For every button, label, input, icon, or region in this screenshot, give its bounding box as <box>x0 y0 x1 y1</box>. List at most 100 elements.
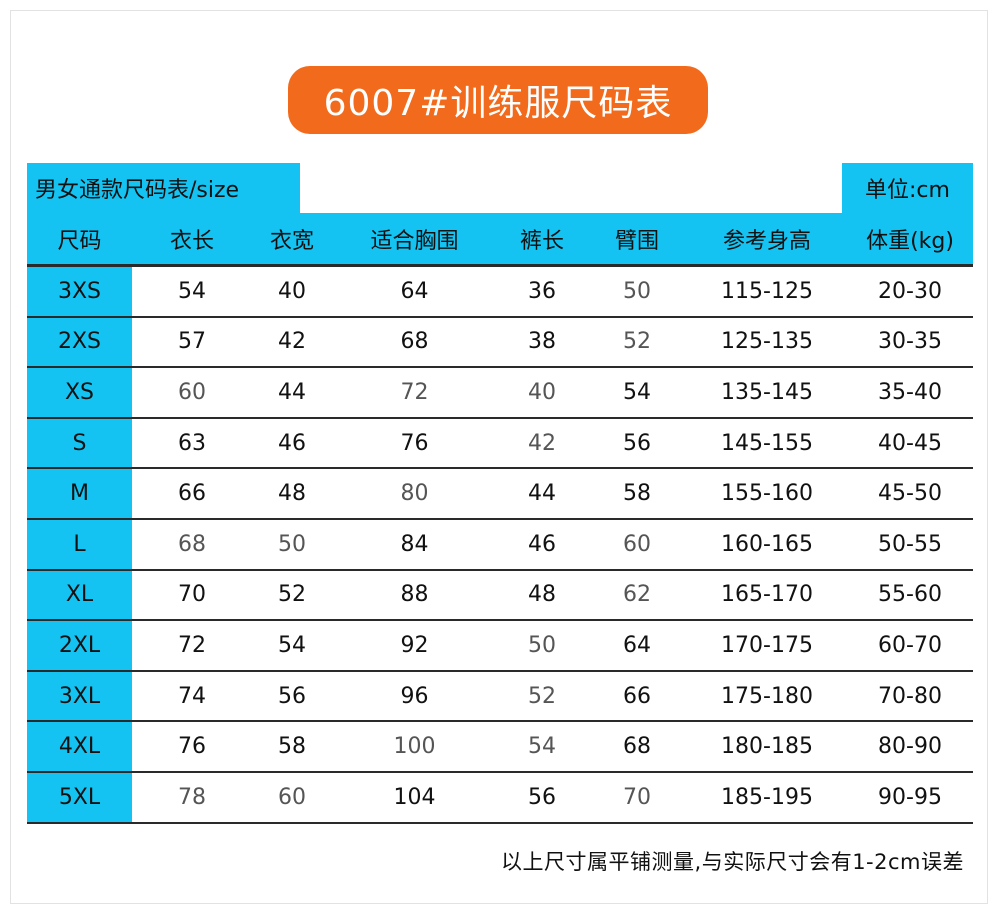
table-cell: 68 <box>623 734 651 760</box>
table-cell: 52 <box>623 329 651 355</box>
table-cell: 40 <box>278 278 306 304</box>
unit-label: 单位:cm <box>842 163 973 213</box>
table-cell: 35-40 <box>878 379 942 405</box>
table-cell: 57 <box>178 329 206 355</box>
table-cell: 68 <box>400 329 429 355</box>
table-cell: 60 <box>278 784 306 810</box>
size-label: 5XL <box>27 772 132 822</box>
table-cell: 48 <box>278 481 306 507</box>
table-row: 3XL 74 56 96 52 66 175-180 70-80 <box>27 671 973 723</box>
table-cell: 42 <box>278 329 306 355</box>
table-row: XL 70 52 88 48 62 165-170 55-60 <box>27 570 973 622</box>
column-header: 尺码 <box>57 228 102 254</box>
table-cell: 70 <box>178 582 206 608</box>
measurement-note: 以上尺寸属平铺测量,与实际尺寸会有1-2cm误差 <box>501 850 964 874</box>
table-cell: 185-195 <box>721 784 813 810</box>
table-cell: 90-95 <box>878 784 942 810</box>
table-cell: 72 <box>178 632 206 658</box>
column-header: 衣长 <box>169 228 214 254</box>
table-cell: 72 <box>400 379 429 405</box>
table-cell: 52 <box>528 683 556 709</box>
column-header: 适合胸围 <box>370 228 459 254</box>
table-cell: 104 <box>393 784 436 810</box>
table-cell: 46 <box>278 430 306 456</box>
size-label: XS <box>27 368 132 417</box>
table-row: 4XL 76 58 100 54 68 180-185 80-90 <box>27 722 973 773</box>
table-cell: 78 <box>178 784 206 810</box>
table-cell: 70-80 <box>878 683 942 709</box>
table-cell: 180-185 <box>721 734 813 760</box>
table-cell: 54 <box>278 632 306 658</box>
table-cell: 70 <box>623 784 651 810</box>
table-cell: 48 <box>528 582 556 608</box>
table-cell: 45-50 <box>878 481 942 507</box>
table-row: XS 60 44 72 40 54 135-145 35-40 <box>27 368 973 419</box>
table-cell: 100 <box>393 734 436 760</box>
table-row: L 68 50 84 46 60 160-165 50-55 <box>27 519 973 571</box>
table-cell: 145-155 <box>721 430 813 456</box>
table-cell: 84 <box>400 531 429 557</box>
table-cell: 80-90 <box>878 734 942 760</box>
table-row: 2XL 72 54 92 50 64 170-175 60-70 <box>27 621 973 672</box>
size-label: 4XL <box>27 722 132 771</box>
table-cell: 155-160 <box>721 481 813 507</box>
size-label: 3XL <box>27 671 132 721</box>
table-cell: 115-125 <box>721 278 813 304</box>
table-cell: 56 <box>528 784 556 810</box>
table-cell: 66 <box>178 481 206 507</box>
table-cell: 88 <box>400 582 429 608</box>
table-cell: 80 <box>400 481 429 507</box>
table-cell: 63 <box>178 430 206 456</box>
table-cell: 40 <box>528 379 556 405</box>
table-row: 5XL 78 60 104 56 70 185-195 90-95 <box>27 772 973 824</box>
title-banner: 6007#训练服尺码表 <box>288 66 708 134</box>
table-cell: 60 <box>623 531 651 557</box>
page-title: 6007#训练服尺码表 <box>323 83 673 124</box>
table-cell: 54 <box>623 379 651 405</box>
table-row: S 63 46 76 42 56 145-155 40-45 <box>27 418 973 470</box>
table-cell: 58 <box>623 481 651 507</box>
table-cell: 76 <box>400 430 429 456</box>
table-cell: 175-180 <box>721 683 813 709</box>
table-cell: 20-30 <box>878 278 942 304</box>
size-label: 2XL <box>27 621 132 670</box>
table-cell: 46 <box>528 531 556 557</box>
table-row: M 66 48 80 44 58 155-160 45-50 <box>27 469 973 520</box>
table-cell: 68 <box>178 531 206 557</box>
column-header: 体重(kg) <box>866 228 954 254</box>
table-cell: 66 <box>623 683 651 709</box>
table-cell: 40-45 <box>878 430 942 456</box>
size-label: 3XS <box>27 267 132 316</box>
column-header: 裤长 <box>519 228 564 254</box>
table-cell: 165-170 <box>721 582 813 608</box>
table-cell: 55-60 <box>878 582 942 608</box>
table-cell: 135-145 <box>721 379 813 405</box>
table-cell: 30-35 <box>878 329 942 355</box>
size-label: L <box>27 519 132 569</box>
table-cell: 38 <box>528 329 556 355</box>
table-row: 3XS 54 40 64 36 50 115-125 20-30 <box>27 267 973 318</box>
table-cell: 50 <box>623 278 651 304</box>
table-cell: 56 <box>623 430 651 456</box>
table-cell: 50-55 <box>878 531 942 557</box>
size-label: S <box>27 418 132 468</box>
table-cell: 170-175 <box>721 632 813 658</box>
table-cell: 160-165 <box>721 531 813 557</box>
table-cell: 58 <box>278 734 306 760</box>
table-cell: 50 <box>278 531 306 557</box>
table-cell: 64 <box>623 632 651 658</box>
table-cell: 52 <box>278 582 306 608</box>
table-cell: 62 <box>623 582 651 608</box>
size-table: 尺码 衣长 衣宽 适合胸围 裤长 臂围 参考身高 体重(kg) 3XS 54 40 6… <box>27 213 973 824</box>
table-cell: 44 <box>528 481 556 507</box>
table-cell: 42 <box>528 430 556 456</box>
column-header: 参考身高 <box>722 228 811 254</box>
table-row: 2XS 57 42 68 38 52 125-135 30-35 <box>27 317 973 369</box>
table-cell: 44 <box>278 379 306 405</box>
table-cell: 36 <box>528 278 556 304</box>
table-cell: 60-70 <box>878 632 942 658</box>
table-cell: 74 <box>178 683 206 709</box>
table-cell: 56 <box>278 683 306 709</box>
page-frame <box>10 10 988 904</box>
table-cell: 64 <box>400 278 429 304</box>
